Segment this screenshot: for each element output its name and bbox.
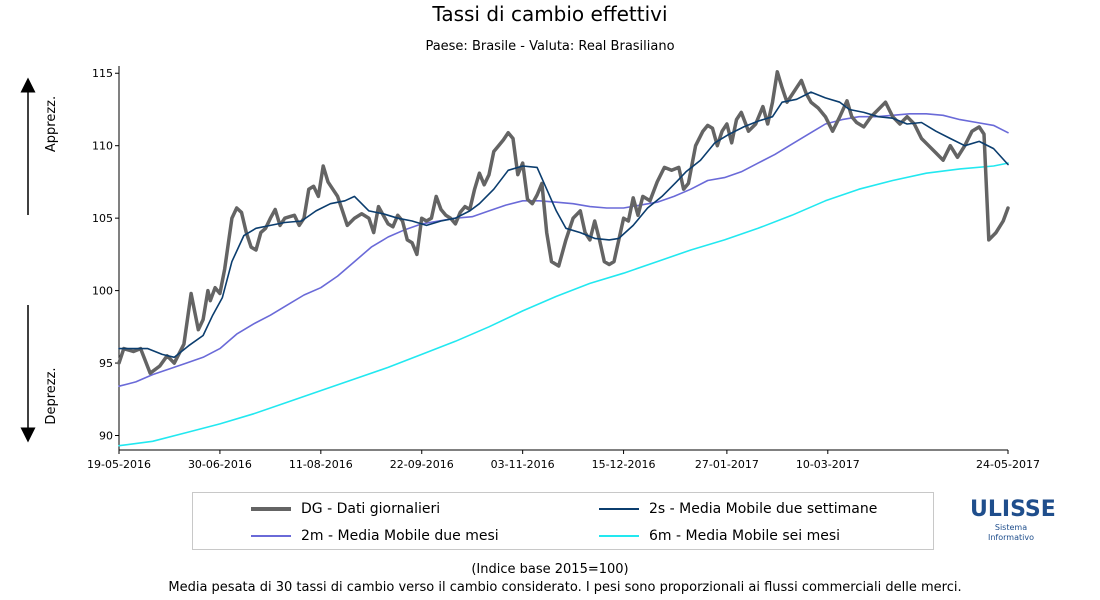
legend-label-dg: DG - Dati giornalieri — [301, 501, 441, 517]
logo-main: ULISSE — [970, 497, 1056, 522]
y-tick-label: 110 — [92, 140, 113, 153]
logo-line1: Sistema — [994, 523, 1028, 532]
x-tick-label: 30-06-2016 — [188, 458, 252, 471]
base-index-note: (Indice base 2015=100) — [471, 562, 629, 577]
series-line-6m — [118, 162, 1009, 447]
chart-title: Tassi di cambio effettivi — [432, 2, 668, 26]
series-line-2s — [118, 91, 1009, 359]
y-tick-label: 90 — [99, 430, 113, 443]
legend: DG - Dati giornalieri 2s - Media Mobile … — [192, 492, 934, 550]
legend-label-2m: 2m - Media Mobile due mesi — [301, 528, 499, 544]
y-tick-label: 100 — [92, 285, 113, 298]
logo-line2: Informativo — [988, 533, 1034, 542]
depreciation-label: Deprezz. — [44, 367, 59, 424]
x-tick-label: 19-05-2016 — [87, 458, 151, 471]
series-line-dg — [117, 70, 1010, 375]
legend-item-2s: 2s - Media Mobile due settimane — [599, 501, 877, 517]
legend-swatch-2m — [251, 535, 291, 537]
x-tick-label: 22-09-2016 — [390, 458, 454, 471]
ulisse-logo: ULISSE Sistema Informativo — [970, 497, 1056, 543]
appreciation-label: Apprezz. — [44, 96, 59, 152]
legend-label-6m: 6m - Media Mobile sei mesi — [649, 528, 841, 544]
x-tick-label: 15-12-2016 — [592, 458, 656, 471]
y-tick-label: 105 — [92, 212, 113, 225]
series-layer — [117, 70, 1010, 447]
x-tick-label: 24-05-2017 — [976, 458, 1040, 471]
legend-label-2s: 2s - Media Mobile due settimane — [649, 501, 878, 517]
legend-swatch-2s — [599, 508, 639, 510]
legend-item-2m: 2m - Media Mobile due mesi — [251, 528, 499, 544]
method-note: Media pesata di 30 tassi di cambio verso… — [168, 580, 962, 595]
y-tick-label: 115 — [92, 67, 113, 80]
x-tick-label: 11-08-2016 — [289, 458, 353, 471]
chart-subtitle: Paese: Brasile - Valuta: Real Brasiliano — [425, 39, 675, 54]
axes: 90 95 100 105 110 115 19-05-2016 30-06-2016 11-0… — [87, 66, 1040, 471]
x-tick-label: 03-11-2016 — [491, 458, 555, 471]
x-tick-label: 10-03-2017 — [796, 458, 860, 471]
legend-item-6m: 6m - Media Mobile sei mesi — [599, 528, 840, 544]
x-tick-label: 27-01-2017 — [695, 458, 759, 471]
legend-swatch-6m — [599, 535, 639, 537]
y-tick-label: 95 — [99, 357, 113, 370]
legend-item-dg: DG - Dati giornalieri — [251, 501, 440, 517]
legend-swatch-dg — [251, 507, 291, 511]
series-line-2m — [118, 113, 1009, 387]
